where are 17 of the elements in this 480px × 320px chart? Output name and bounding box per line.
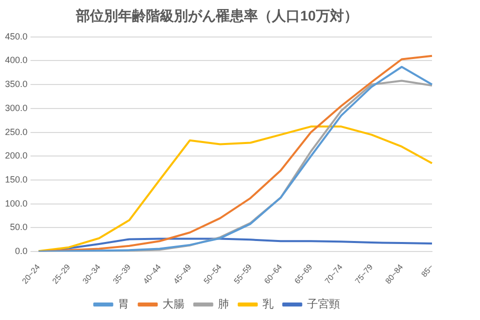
- y-tick-label: 250.0: [4, 126, 28, 137]
- legend-label: 大腸: [162, 298, 184, 311]
- y-tick-label: 450.0: [4, 31, 28, 42]
- legend-label: 乳: [262, 298, 274, 311]
- y-tick-label: 200.0: [4, 150, 28, 161]
- y-tick-label: 0.0: [15, 246, 28, 256]
- y-tick-label: 350.0: [4, 79, 28, 90]
- y-tick-label: 300.0: [4, 102, 28, 113]
- x-tick-label: 85~: [420, 262, 436, 279]
- y-tick-label: 400.0: [4, 55, 28, 66]
- legend-label: 肺: [218, 298, 229, 311]
- legend-label: 胃: [118, 298, 129, 311]
- y-tick-label: 100.0: [4, 198, 28, 208]
- legend-label: 子宮頸: [306, 298, 340, 311]
- y-tick-label: 50.0: [10, 222, 28, 232]
- y-tick-label: 150.0: [4, 174, 28, 184]
- chart-title: 部位別年齢階級別がん罹患率（人口10万対）: [75, 7, 358, 24]
